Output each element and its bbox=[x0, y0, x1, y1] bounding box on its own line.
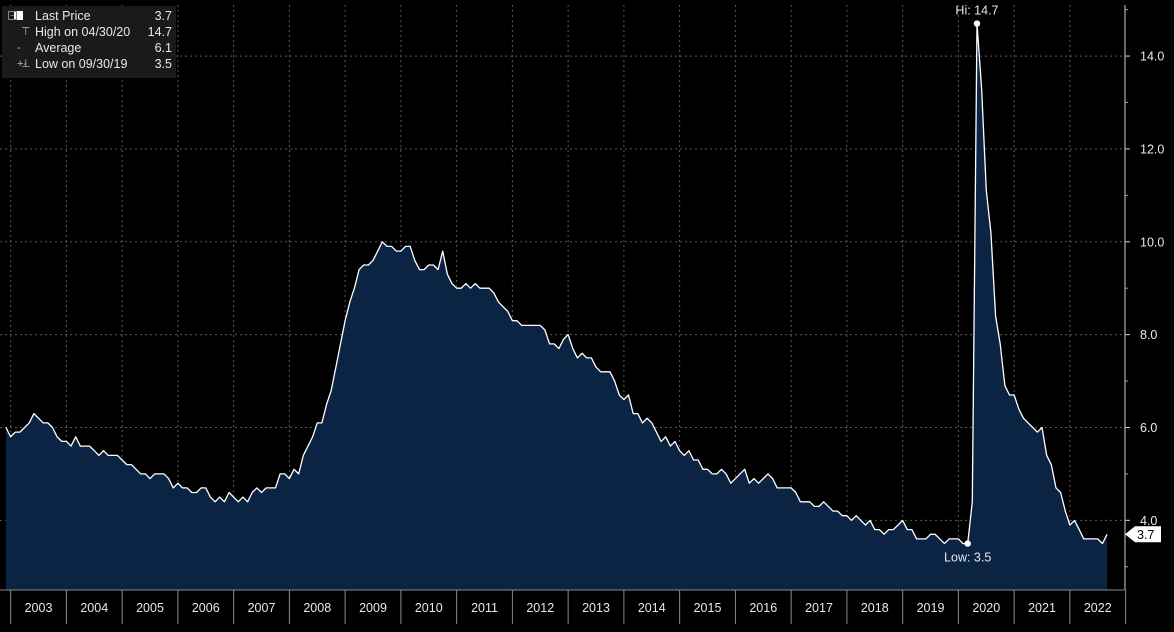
x-tick-label: 2003 bbox=[25, 601, 53, 615]
x-tick-label: 2010 bbox=[415, 601, 443, 615]
annotations: Hi: 14.7 Low: 3.5 3.7 bbox=[944, 4, 1161, 565]
legend-row-low: ⊥ Low on 09/30/19 3.5 bbox=[2, 56, 176, 72]
x-tick-label: 2022 bbox=[1084, 601, 1112, 615]
x-tick-label: 2005 bbox=[136, 601, 164, 615]
legend-row-last-price: − Last Price 3.7 bbox=[2, 8, 176, 24]
x-tick-label: 2014 bbox=[638, 601, 666, 615]
legend-value: 14.7 bbox=[147, 25, 172, 39]
x-tick-label: 2017 bbox=[805, 601, 833, 615]
legend-label: Last Price bbox=[35, 9, 91, 23]
collapse-toggle-icon[interactable]: − bbox=[8, 11, 17, 20]
axes: 4.0 6.0 8.0 10.0 12.0 14.0 2003 2004 2005 2006 200… bbox=[0, 5, 1164, 624]
y-tick-label: 8.0 bbox=[1140, 328, 1157, 342]
last-value-label: 3.7 bbox=[1137, 528, 1154, 542]
x-tick-label: 2018 bbox=[861, 601, 889, 615]
legend-label: Low on 09/30/19 bbox=[35, 57, 128, 71]
legend-value: 3.5 bbox=[154, 57, 172, 71]
last-value-tag bbox=[1125, 526, 1161, 543]
low-marker-icon: ⊥ bbox=[21, 58, 31, 70]
square-swatch-icon: − bbox=[7, 8, 29, 24]
legend-label: High on 04/30/20 bbox=[35, 25, 131, 39]
y-tick-label: 10.0 bbox=[1140, 235, 1164, 249]
legend-label: Average bbox=[35, 41, 82, 55]
x-tick-label: 2013 bbox=[582, 601, 610, 615]
low-point-marker bbox=[964, 540, 971, 547]
x-tick-label: 2020 bbox=[972, 601, 1000, 615]
average-marker-icon: -+- bbox=[17, 42, 28, 70]
x-tick-label: 2006 bbox=[192, 601, 220, 615]
area-series bbox=[5, 22, 1108, 591]
x-tick-label: 2009 bbox=[359, 601, 387, 615]
x-tick-label: 2004 bbox=[80, 601, 108, 615]
x-tick-label: 2011 bbox=[471, 601, 498, 615]
legend-box: − Last Price 3.7 ⊤ High on 04/30/20 14.7… bbox=[2, 6, 176, 78]
y-tick-label: 6.0 bbox=[1140, 421, 1157, 435]
y-tick-label: 14.0 bbox=[1140, 50, 1164, 64]
legend-value: 3.7 bbox=[154, 9, 172, 23]
high-marker-icon: ⊤ bbox=[21, 26, 31, 38]
high-point-marker bbox=[973, 20, 981, 27]
x-tick-label: 2012 bbox=[526, 601, 554, 615]
legend-row-high: ⊤ High on 04/30/20 14.7 bbox=[2, 24, 176, 40]
area-fill bbox=[6, 23, 1108, 591]
x-tick-label: 2016 bbox=[749, 601, 777, 615]
series-line bbox=[5, 22, 1108, 545]
x-tick-label: 2007 bbox=[248, 601, 276, 615]
y-tick-label: 12.0 bbox=[1140, 142, 1164, 156]
x-tick-label: 2015 bbox=[694, 601, 722, 615]
legend-value: 6.1 bbox=[154, 41, 172, 55]
high-annotation: Hi: 14.7 bbox=[955, 4, 998, 18]
legend-row-average: -+- Average 6.1 bbox=[2, 40, 176, 70]
x-tick-label: 2019 bbox=[917, 601, 945, 615]
y-tick-label: 4.0 bbox=[1140, 514, 1157, 528]
low-annotation: Low: 3.5 bbox=[944, 551, 991, 565]
x-tick-label: 2021 bbox=[1028, 601, 1056, 615]
x-tick-label: 2008 bbox=[303, 601, 331, 615]
